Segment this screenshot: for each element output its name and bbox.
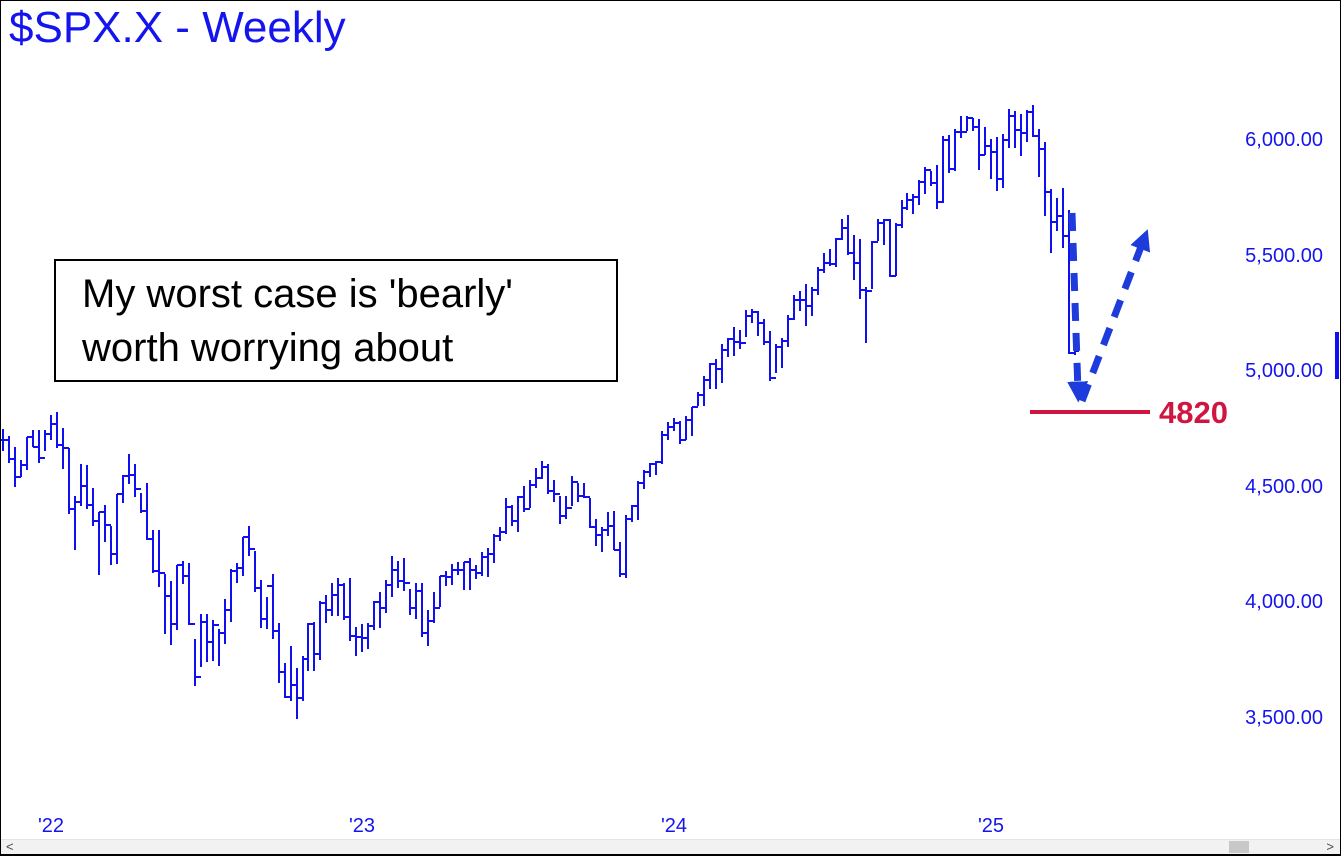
y-axis-label: 4,500.00 [1245,476,1323,498]
scroll-right-icon[interactable]: > [1326,839,1334,854]
y-axis-label: 3,500.00 [1245,707,1323,729]
latest-price-tick [1335,332,1339,379]
y-axis-label: 4,000.00 [1245,591,1323,613]
scrollbar-thumb[interactable] [1229,841,1249,853]
annotation-line-2: worth worrying about [82,326,454,370]
up-arrow[interactable] [1078,229,1151,403]
x-axis-labels: '22 '23 '24 '25 [38,815,1004,837]
support-level-label: 4820 [1159,395,1228,430]
price-bars-group [1,105,1079,719]
scroll-left-icon[interactable]: < [6,839,14,854]
x-axis-label: '24 [661,815,687,837]
y-axis-label: 5,500.00 [1245,245,1323,267]
y-axis-label: 5,000.00 [1245,360,1323,382]
down-arrow[interactable] [1067,212,1089,403]
x-axis-label: '22 [38,815,64,837]
y-axis-label: 6,000.00 [1245,129,1323,151]
horizontal-scrollbar[interactable]: < > [1,839,1340,854]
x-axis-label: '25 [978,815,1004,837]
x-axis-label: '23 [349,815,375,837]
price-bars [1,105,1079,719]
annotation-note[interactable]: My worst case is 'bearly' worth worrying… [54,259,618,382]
annotation-line-1: My worst case is 'bearly' [82,272,513,316]
y-axis-labels: 6,000.00 5,500.00 5,000.00 4,500.00 4,000.00… [1245,129,1323,729]
page-title: $SPX.X - Weekly [9,3,346,52]
